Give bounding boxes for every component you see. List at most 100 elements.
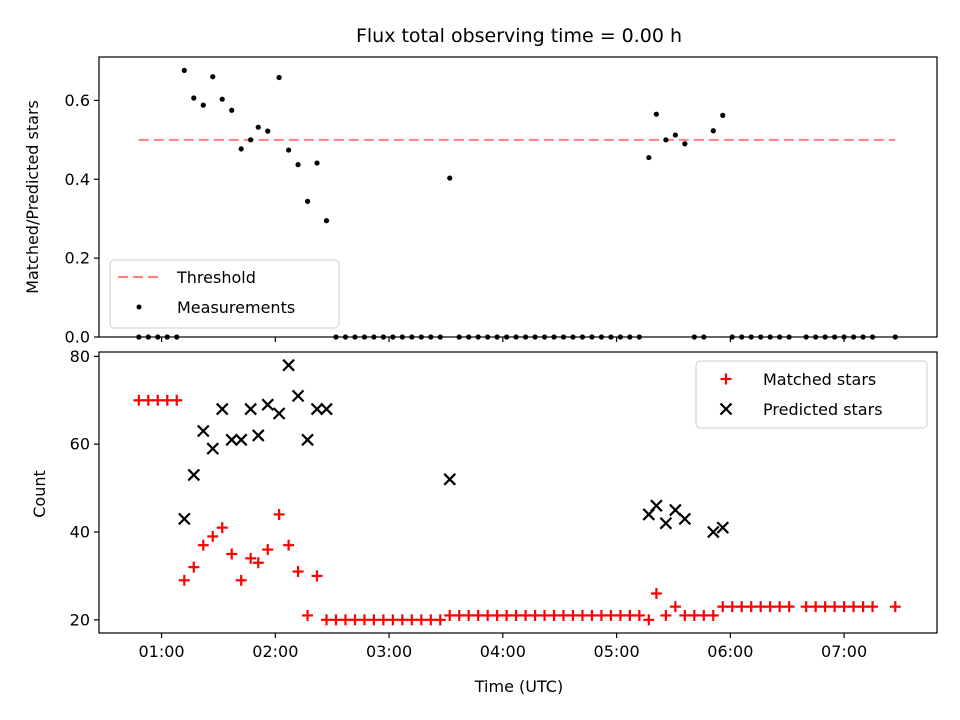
matched-star-point [595, 609, 607, 621]
bottom-x-tick-label: 07:00 [821, 642, 867, 661]
bottom-x-tick-label: 02:00 [252, 642, 298, 661]
matched-star-point [800, 601, 812, 613]
predicted-star-point [443, 473, 457, 486]
matched-star-point [216, 522, 228, 534]
matched-star-point [226, 548, 238, 560]
predicted-star-point [650, 499, 663, 512]
matched-star-point [679, 609, 691, 621]
predicted-star-point [659, 516, 673, 530]
measurement-point [181, 67, 187, 74]
predicted-star-point [716, 521, 730, 534]
measurement-point [255, 124, 261, 130]
matched-star-point [548, 609, 560, 621]
matched-star-point [152, 394, 164, 406]
measurement-point [229, 107, 235, 113]
matched-star-point [349, 614, 361, 626]
matched-star-point [425, 614, 437, 626]
predicted-star-point [187, 468, 201, 482]
matched-star-point [633, 609, 645, 621]
measurement-point [672, 132, 678, 138]
measurement-point [285, 147, 292, 153]
bottom-x-tick-label: 06:00 [707, 642, 753, 661]
matched-star-point [482, 609, 494, 621]
matched-star-point [406, 614, 418, 626]
matched-star-point [330, 614, 342, 626]
legend-matched-marker [720, 373, 732, 385]
predicted-star-point [291, 389, 305, 403]
matched-star-point [510, 609, 522, 621]
bottom-panel-frame [98, 351, 938, 634]
matched-star-point [368, 614, 380, 626]
matched-star-point [178, 574, 190, 586]
bottom-y-tick-label: 40 [70, 523, 90, 542]
top-panel-frame [98, 56, 938, 338]
matched-star-point [848, 601, 860, 613]
matched-star-point [745, 601, 757, 613]
matched-star-point [698, 609, 710, 621]
matched-star-point [810, 601, 822, 613]
matched-star-point [133, 394, 145, 406]
predicted-star-point [234, 433, 248, 447]
matched-star-point [688, 609, 700, 621]
matched-star-point [539, 609, 551, 621]
matched-star-point [774, 601, 786, 613]
matched-star-point [283, 539, 295, 551]
measurement-point [646, 154, 652, 161]
matched-star-point [764, 601, 776, 613]
top-y-tick-label: 0.2 [65, 249, 90, 268]
bottom-x-tick-label: 04:00 [480, 642, 526, 661]
matched-star-point [245, 552, 257, 564]
matched-star-point [867, 601, 879, 613]
measurement-point [653, 111, 660, 117]
matched-star-point [171, 394, 183, 406]
matched-star-point [660, 609, 672, 621]
measurement-point [191, 95, 197, 101]
matched-star-point [396, 614, 408, 626]
measurement-point [265, 128, 271, 134]
measurement-point [323, 218, 330, 224]
legend-predicted-label: Predicted stars [763, 400, 883, 419]
top-y-tick-label: 0.4 [65, 170, 90, 189]
top-y-tick-label: 0.0 [65, 328, 90, 347]
matched-star-point [311, 570, 323, 582]
matched-star-point [650, 587, 662, 599]
predicted-star-point [196, 424, 210, 438]
bottom-panel: Count Time (UTC) 20 40 60 80 01:00 02:00 03:0… [30, 347, 938, 696]
matched-star-point [736, 601, 748, 613]
bottom-x-tick-label: 01:00 [139, 642, 185, 661]
matched-star-point [586, 609, 598, 621]
bottom-legend: Matched stars Predicted stars [695, 360, 928, 429]
matched-star-point [576, 609, 588, 621]
top-legend-box [109, 259, 340, 329]
matched-star-point [321, 614, 333, 626]
matched-star-point [529, 609, 541, 621]
matched-star-point [829, 601, 841, 613]
predicted-star-point [261, 398, 275, 411]
matched-star-point [207, 530, 219, 542]
measurement-point [710, 128, 716, 134]
bottom-y-tick-label: 20 [70, 610, 90, 629]
matched-star-point [501, 609, 513, 621]
matched-star-point [142, 394, 154, 406]
matched-star-point [415, 614, 427, 626]
matched-star-point [819, 601, 831, 613]
matched-star-point [188, 561, 200, 573]
predicted-star-point [225, 433, 238, 447]
matched-star-point [614, 609, 626, 621]
top-legend: Threshold Measurements [109, 259, 340, 329]
matched-star-point [235, 574, 247, 586]
matched-star-point [387, 614, 399, 626]
matched-star-point [520, 609, 532, 621]
matched-star-point [262, 544, 274, 556]
predicted-star-point [272, 407, 286, 420]
matched-star-point [453, 609, 465, 621]
matched-star-point [838, 601, 850, 613]
bottom-x-tick-label: 03:00 [366, 642, 412, 661]
matched-star-point [726, 601, 738, 613]
measurement-point [210, 74, 216, 80]
measurement-point [248, 137, 254, 143]
matched-star-point [889, 601, 901, 613]
matched-star-point [444, 609, 456, 621]
